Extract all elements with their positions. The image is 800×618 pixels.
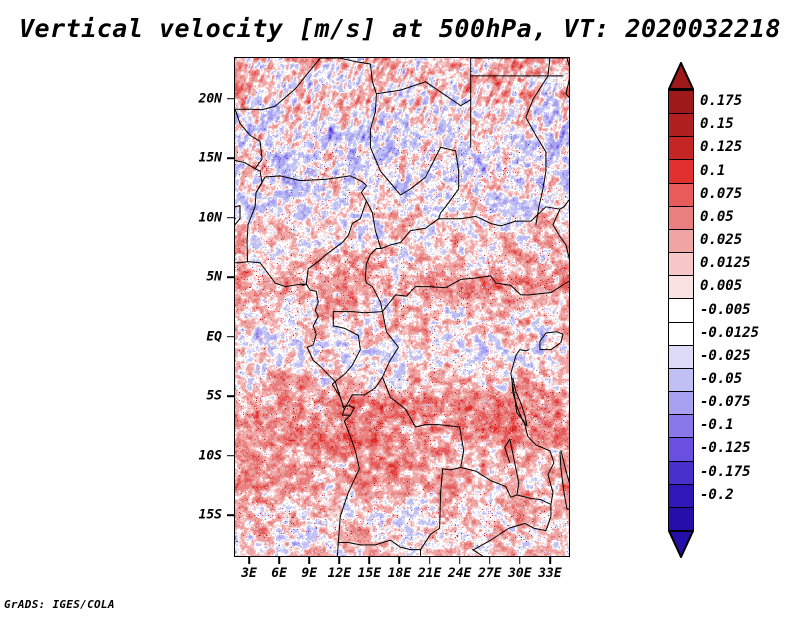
colorbar-band-0 <box>668 90 694 115</box>
longitude-tick-27E <box>488 557 491 564</box>
colorbar-tick-label-12: -0.05 <box>700 371 743 387</box>
longitude-tick-15E <box>368 557 371 564</box>
latitude-label-5N: 5N <box>206 269 222 285</box>
latitude-tick-10S <box>227 455 234 457</box>
longitude-label-6E: 6E <box>271 566 287 581</box>
colorbar-band-6 <box>668 228 694 254</box>
colorbar-band-5 <box>668 205 694 231</box>
longitude-label-15E: 15E <box>357 566 382 581</box>
latitude-tick-5N <box>227 276 234 279</box>
longitude-label-9E: 9E <box>301 566 318 581</box>
colorbar-tick-label-14: -0.1 <box>700 417 734 434</box>
colorbar-tick-label-10: -0.0125 <box>700 324 760 341</box>
colorbar-over-arrow <box>667 60 695 90</box>
longitude-label-21E: 21E <box>417 566 442 581</box>
page-title: Vertical velocity [m/s] at 500hPa, VT: 2… <box>18 14 781 43</box>
country-borders-overlay <box>235 58 569 556</box>
map-plot-area <box>234 57 570 557</box>
latitude-label-EQ: EQ <box>206 329 222 345</box>
colorbar-band-8 <box>668 275 694 300</box>
colorbar-tick-label-13: -0.075 <box>700 394 751 411</box>
longitude-tick-9E <box>308 557 311 564</box>
colorbar-tick-label-6: 0.025 <box>700 232 743 249</box>
colorbar-band-2 <box>668 136 694 161</box>
latitude-tick-10N <box>227 216 234 219</box>
colorbar-tick-label-4: 0.075 <box>700 185 743 202</box>
colorbar: 0.175 0.15 0.125 0.1 0.075 0.05 0.025 0.0125 0.0… <box>667 60 759 560</box>
colorbar-band-12 <box>668 367 694 393</box>
colorbar-band-17 <box>668 483 694 509</box>
latitude-tick-EQ <box>227 335 234 338</box>
colorbar-band-13 <box>668 391 694 416</box>
colorbar-band-15 <box>668 437 694 463</box>
longitude-label-27E: 27E <box>478 566 502 581</box>
latitude-tick-15S <box>227 514 234 517</box>
colorbar-tick-label-5: 0.05 <box>700 208 734 225</box>
colorbar-band-14 <box>668 414 694 439</box>
latitude-label-15N: 15N <box>198 150 222 166</box>
latitude-label-20N: 20N <box>198 91 222 107</box>
longitude-label-3E: 3E <box>241 566 257 581</box>
colorbar-tick-label-17: -0.2 <box>700 486 734 503</box>
longitude-label-30E: 30E <box>508 566 532 581</box>
latitude-tick-20N <box>227 97 234 100</box>
latitude-label-5S: 5S <box>206 388 222 404</box>
longitude-tick-21E <box>428 557 431 564</box>
latitude-label-10S: 10S <box>198 448 222 464</box>
colorbar-under-arrow <box>667 530 695 560</box>
colorbar-band-4 <box>668 182 694 208</box>
colorbar-tick-label-16: -0.175 <box>700 463 751 480</box>
longitude-tick-24E <box>458 557 461 564</box>
colorbar-tick-label-9: -0.005 <box>700 301 751 318</box>
latitude-tick-5S <box>227 395 234 398</box>
longitude-label-18E: 18E <box>387 566 412 581</box>
colorbar-band-18 <box>668 506 694 532</box>
colorbar-tick-label-1: 0.15 <box>700 116 734 133</box>
colorbar-band-10 <box>668 321 694 347</box>
colorbar-tick-label-11: -0.025 <box>700 347 751 364</box>
colorbar-tick-label-8: 0.005 <box>700 278 743 295</box>
longitude-tick-30E <box>519 557 521 564</box>
longitude-label-12E: 12E <box>327 566 352 581</box>
colorbar-tick-label-7: 0.0125 <box>700 255 751 272</box>
longitude-label-33E: 33E <box>538 566 562 581</box>
colorbar-tick-label-0: 0.175 <box>700 93 743 110</box>
longitude-tick-6E <box>278 557 280 564</box>
colorbar-band-3 <box>668 159 694 185</box>
footer-credit: GrADS: IGES/COLA <box>4 598 115 611</box>
latitude-label-15S: 15S <box>198 507 222 523</box>
colorbar-tick-label-3: 0.1 <box>700 162 726 179</box>
longitude-tick-18E <box>398 557 401 564</box>
longitude-tick-3E <box>248 557 250 564</box>
colorbar-band-16 <box>668 460 694 486</box>
colorbar-band-11 <box>668 344 694 370</box>
latitude-tick-15N <box>227 157 234 159</box>
longitude-label-24E: 24E <box>447 566 472 581</box>
latitude-label-10N: 10N <box>198 210 222 226</box>
colorbar-tick-label-2: 0.125 <box>700 139 743 156</box>
longitude-tick-33E <box>549 557 551 564</box>
colorbar-band-9 <box>668 298 694 324</box>
longitude-tick-12E <box>338 557 341 564</box>
colorbar-band-1 <box>668 113 694 138</box>
colorbar-band-7 <box>668 252 694 277</box>
colorbar-tick-label-15: -0.125 <box>700 440 751 457</box>
